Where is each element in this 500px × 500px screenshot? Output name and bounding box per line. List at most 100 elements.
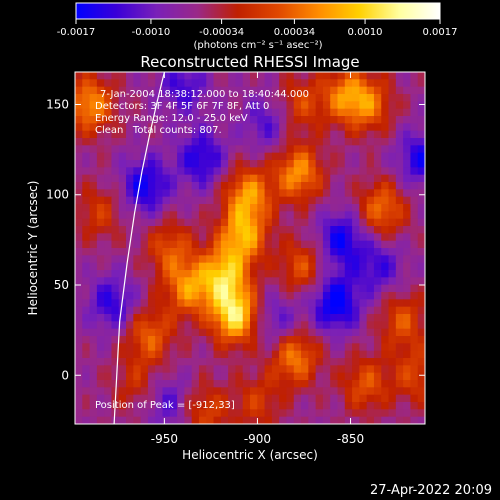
heatmap-cell [344,196,353,205]
heatmap-cell [75,160,83,168]
heatmap-cell [330,94,339,102]
heatmap-cell [250,79,258,88]
heatmap-cell [250,372,258,381]
heatmap-cell [344,116,353,124]
heatmap-cell [206,321,215,330]
heatmap-cell [155,306,164,315]
heatmap-cell [155,409,164,418]
heatmap-cell [111,204,120,212]
heatmap-cell [279,416,288,424]
heatmap-cell [337,226,346,234]
heatmap-cell [388,138,397,146]
heatmap-cell [352,204,360,212]
heatmap-cell [301,277,309,286]
heatmap-cell [373,130,382,139]
heatmap-cell [359,299,368,308]
heatmap-cell [147,101,156,110]
heatmap-cell [344,72,353,80]
heatmap-cell [169,108,178,117]
heatmap-cell [337,416,346,424]
heatmap-cell [410,116,419,124]
heatmap-cell [330,204,339,212]
heatmap-cell [308,226,317,234]
heatmap-cell [111,116,120,124]
heatmap-cell [271,189,280,198]
heatmap-cell [250,416,258,424]
heatmap-cell [257,79,266,88]
x-axis-label: Heliocentric X (arcsec) [182,448,318,462]
heatmap-cell [373,262,382,271]
heatmap-cell [228,116,237,124]
heatmap-cell [75,321,83,330]
heatmap-cell [228,402,237,410]
heatmap-cell [366,328,375,337]
colorbar-ticks: -0.0017 -0.0010 -0.00034 0.00034 0.0010 0.001… [57,19,458,38]
heatmap-cell [330,167,339,176]
heatmap-cell [206,292,215,300]
heatmap-cell [352,226,360,234]
heatmap-cell [169,365,178,374]
heatmap-cell [417,350,425,359]
heatmap-cell [111,189,120,198]
heatmap-cell [352,167,360,176]
heatmap-cell [410,270,419,278]
heatmap-cell [213,123,222,132]
heatmap-cell [133,394,142,403]
heatmap-cell [111,145,120,154]
heatmap-cell [271,79,280,88]
heatmap-cell [330,358,339,366]
heatmap-cell [388,123,397,132]
heatmap-cell [286,167,295,176]
heatmap-cell [373,387,382,396]
heatmap-cell [220,86,229,95]
heatmap-cell [118,167,127,176]
heatmap-cell [82,314,91,322]
heatmap-cell [104,365,113,374]
heatmap-cell [140,380,149,388]
heatmap-cell [82,350,91,359]
heatmap-cell [242,262,251,271]
heatmap-cell [191,108,200,117]
heatmap-cell [155,248,164,256]
heatmap-cell [133,380,142,388]
heatmap-cell [162,167,171,176]
heatmap-cell [337,79,346,88]
heatmap-cell [279,174,288,183]
heatmap-cell [75,372,83,381]
heatmap-cell [220,292,229,300]
heatmap-cell [286,86,295,95]
heatmap-cell [330,262,339,271]
heatmap-cell [228,262,237,271]
heatmap-cell [315,299,324,308]
heatmap-cell [169,72,178,80]
heatmap-cell [111,218,120,227]
heatmap-cell [286,123,295,132]
heatmap-cell [235,218,244,227]
heatmap-cell [337,108,346,117]
heatmap-cell [271,380,280,388]
heatmap-cell [337,196,346,205]
heatmap-cell [330,328,339,337]
heatmap-cell [410,138,419,146]
heatmap-cell [250,152,258,161]
heatmap-cell [96,262,105,271]
heatmap-cell [417,255,425,264]
heatmap-cell [126,101,134,110]
heatmap-cell [308,145,317,154]
heatmap-cell [177,284,185,293]
heatmap-cell [213,240,222,249]
heatmap-cell [403,358,412,366]
heatmap-cell [111,152,120,161]
heatmap-cell [395,402,404,410]
heatmap-cell [162,328,171,337]
heatmap-cell [111,277,120,286]
heatmap-cell [410,189,419,198]
heatmap-cell [315,101,324,110]
heatmap-cell [366,306,375,315]
heatmap-cell [147,262,156,271]
heatmap-cell [198,138,207,146]
heatmap-cell [169,123,178,132]
heatmap-cell [191,255,200,264]
heatmap-cell [206,255,215,264]
heatmap-cell [279,196,288,205]
